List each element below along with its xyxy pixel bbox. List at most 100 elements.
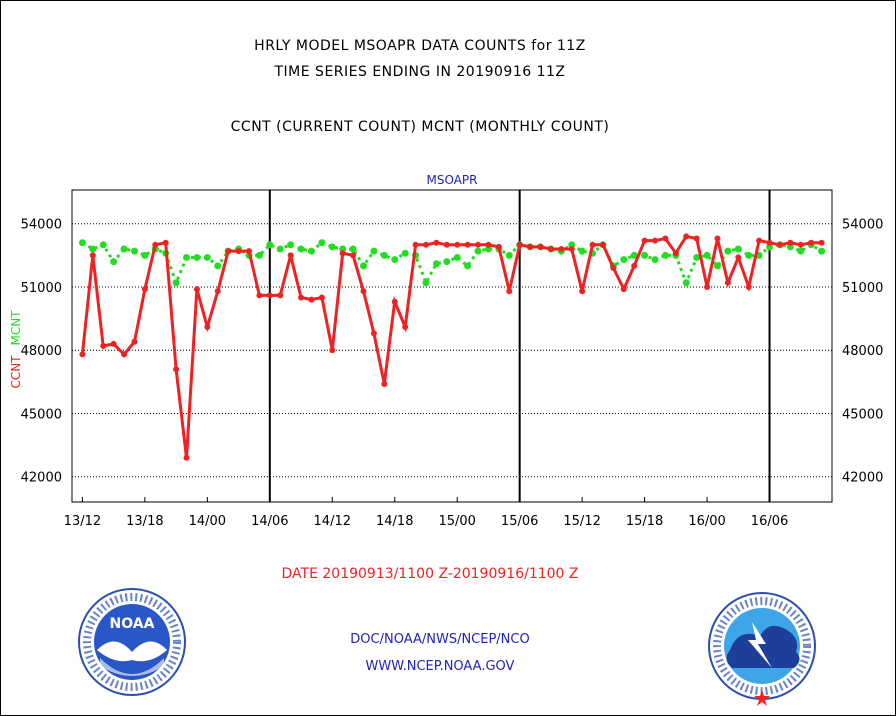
mcnt-point [401, 249, 409, 257]
mcnt-point [349, 245, 357, 253]
ccnt-point [100, 343, 107, 349]
ccnt-point [797, 241, 804, 248]
ccnt-point [683, 233, 690, 240]
ccnt-point [454, 241, 461, 248]
ccnt-point [464, 241, 471, 248]
ccnt-point [443, 241, 450, 248]
chart-title-line2: TIME SERIES ENDING IN 20190916 11Z [274, 64, 566, 80]
y-axis-label-mcnt: MCNT [9, 310, 23, 346]
ccnt-point [787, 239, 794, 246]
ccnt-point [579, 288, 586, 295]
ccnt-point [89, 252, 96, 259]
mcnt-point [797, 247, 805, 255]
date-range-label: DATE 20190913/1100 Z-20190916/1100 Z [281, 566, 579, 582]
y-tick-label-right: 48000 [842, 344, 883, 359]
y-tick-label-right: 42000 [842, 471, 883, 486]
mcnt-point [380, 251, 388, 259]
ccnt-point [152, 241, 159, 248]
ccnt-point [766, 239, 773, 246]
ccnt-point [818, 239, 825, 246]
ccnt-point [506, 288, 513, 295]
ccnt-point [422, 241, 429, 248]
mcnt-point [484, 245, 492, 253]
ccnt-point [558, 246, 565, 253]
mcnt-point [682, 279, 690, 287]
mcnt-point [141, 251, 149, 259]
plot-title: MSOAPR [427, 173, 478, 187]
ccnt-point [141, 286, 148, 293]
y-tick-label-left: 45000 [21, 407, 62, 422]
ccnt-point [735, 254, 742, 261]
mcnt-point [578, 247, 586, 255]
ccnt-point [131, 338, 138, 345]
mcnt-point [203, 253, 211, 261]
ccnt-point [266, 292, 273, 299]
chart-subtitle: CCNT (CURRENT COUNT) MCNT (MONTHLY COUNT… [230, 119, 610, 135]
mcnt-point [703, 251, 711, 259]
mcnt-point [766, 243, 774, 251]
mcnt-point [172, 279, 180, 287]
mcnt-point [713, 262, 721, 270]
mcnt-point [78, 239, 86, 247]
mcnt-point [255, 251, 263, 259]
ccnt-point [631, 262, 638, 269]
mcnt-point [734, 245, 742, 253]
mcnt-point [266, 241, 274, 249]
noaa-logo-icon: NOAA [78, 588, 186, 696]
ccnt-point [620, 286, 627, 293]
ccnt-point [808, 239, 815, 246]
ccnt-point [412, 241, 419, 248]
ccnt-point [495, 243, 502, 250]
mcnt-point [651, 256, 659, 264]
mcnt-point [745, 251, 753, 259]
mcnt-point [360, 262, 368, 270]
mcnt-point [620, 256, 628, 264]
ccnt-point [256, 292, 263, 299]
ccnt-point [589, 241, 596, 248]
ccnt-point [287, 252, 294, 259]
mcnt-point [818, 247, 826, 255]
mcnt-point [422, 279, 430, 287]
mcnt-point [786, 243, 794, 251]
y-tick-label-left: 42000 [21, 471, 62, 486]
ccnt-point [599, 241, 606, 248]
ccnt-point [662, 235, 669, 242]
ccnt-point [391, 298, 398, 305]
mcnt-point [391, 256, 399, 264]
mcnt-point [214, 262, 222, 270]
ccnt-point [381, 380, 388, 387]
mcnt-point [443, 258, 451, 266]
mcnt-point [297, 245, 305, 253]
mcnt-point [474, 247, 482, 255]
mcnt-point [328, 243, 336, 251]
mcnt-point [453, 253, 461, 261]
ccnt-point [485, 241, 492, 248]
ccnt-point [204, 324, 211, 331]
ccnt-point [225, 248, 232, 255]
x-tick-label: 15/06 [501, 514, 538, 529]
mcnt-point [183, 253, 191, 261]
website-url: WWW.NCEP.NOAA.GOV [365, 659, 515, 674]
mcnt-point [89, 245, 97, 253]
ccnt-point [329, 347, 336, 354]
ccnt-point [547, 246, 554, 253]
series-line-ccnt [80, 234, 822, 458]
y-tick-label-left: 48000 [21, 344, 62, 359]
ccnt-point [308, 296, 315, 303]
x-tick-label: 14/00 [189, 514, 226, 529]
mcnt-point [661, 251, 669, 259]
y-axis-label-ccnt: CCNT [9, 355, 23, 389]
tick-label-layer: 42000 42000 45000 45000 48000 48000 51000 51000… [21, 218, 884, 529]
mcnt-point [110, 258, 118, 266]
mcnt-point [339, 245, 347, 253]
mcnt-point [505, 251, 513, 259]
ccnt-point [235, 248, 242, 255]
ccnt-point [610, 265, 617, 271]
ccnt-point [745, 283, 752, 290]
series-layer [78, 233, 826, 461]
ccnt-point [568, 246, 575, 253]
x-tick-label: 16/00 [688, 514, 725, 529]
ccnt-point [79, 351, 86, 358]
mcnt-point [318, 239, 326, 247]
